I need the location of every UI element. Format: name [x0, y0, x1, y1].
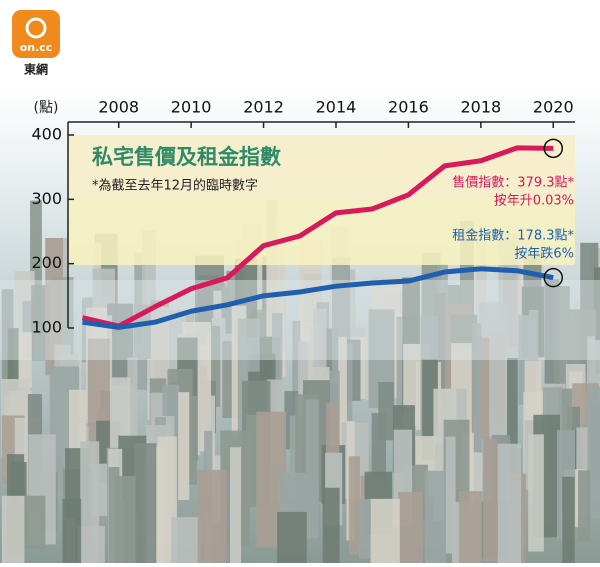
building	[127, 357, 138, 480]
building	[211, 325, 221, 407]
building	[458, 491, 483, 567]
band	[68, 135, 575, 200]
building	[587, 386, 600, 520]
y-tick-label: 400	[31, 125, 62, 144]
logo-box	[12, 10, 60, 58]
building	[322, 487, 340, 567]
building	[1, 289, 14, 415]
building	[134, 443, 157, 567]
building	[497, 443, 522, 567]
building	[62, 498, 82, 567]
building	[272, 313, 283, 432]
building	[178, 392, 190, 500]
building	[528, 434, 544, 552]
building	[348, 456, 360, 555]
y-tick-label: 200	[31, 253, 62, 272]
building	[593, 267, 600, 375]
building	[108, 467, 120, 567]
building	[45, 237, 63, 376]
logo-brand: on.cc	[20, 41, 53, 54]
building	[477, 337, 490, 440]
annotation: 售價指數：379.3點*	[452, 175, 574, 191]
x-tick-label: 2012	[243, 98, 284, 117]
building	[197, 469, 227, 567]
building	[397, 491, 423, 567]
building	[305, 399, 319, 539]
end-marker	[543, 267, 564, 288]
x-tick-label: 2016	[388, 98, 429, 117]
building	[134, 252, 146, 344]
building	[186, 396, 198, 485]
x-tick-label: 2014	[316, 98, 357, 117]
subtitle: *為截至去年12月的臨時數字	[92, 178, 258, 194]
building	[578, 470, 591, 542]
building	[553, 285, 570, 404]
building	[445, 436, 456, 554]
building	[370, 498, 400, 567]
x-tick-label: 2008	[98, 98, 139, 117]
annotation: 租金指數：178.3點*	[452, 228, 574, 244]
building	[297, 341, 309, 430]
annotation: 按年升0.03%	[494, 194, 574, 209]
building	[30, 200, 42, 336]
building	[483, 438, 498, 562]
x-tick-label: 2020	[533, 98, 574, 117]
building	[562, 476, 575, 567]
band	[68, 200, 575, 265]
building	[114, 476, 136, 567]
building	[221, 286, 231, 379]
building	[230, 447, 242, 567]
building	[424, 470, 446, 567]
building	[358, 499, 371, 559]
chart-title: 私宅售價及租金指數	[92, 145, 281, 169]
logo: on.cc 東網	[12, 10, 60, 77]
building	[338, 336, 347, 451]
logo-name: 東網	[24, 62, 48, 77]
building	[475, 224, 487, 356]
building	[1, 495, 25, 567]
building	[277, 511, 307, 564]
building	[434, 292, 446, 396]
end-marker	[543, 138, 564, 159]
logo-icon	[25, 17, 47, 39]
building	[171, 517, 201, 567]
x-tick-label: 2018	[460, 98, 501, 117]
building	[22, 300, 35, 359]
city-photo	[0, 200, 600, 567]
annotation: 按年跌6%	[514, 246, 574, 262]
building	[292, 320, 301, 412]
building	[472, 323, 482, 463]
series-line	[81, 145, 554, 329]
y-tick-label: 100	[31, 318, 62, 337]
y-axis-label: (點)	[34, 100, 59, 116]
y-tick-label: 300	[31, 189, 62, 208]
series-line	[82, 266, 554, 330]
building	[16, 332, 32, 388]
x-tick-label: 2010	[171, 98, 212, 117]
building	[507, 357, 518, 481]
building	[77, 526, 105, 567]
